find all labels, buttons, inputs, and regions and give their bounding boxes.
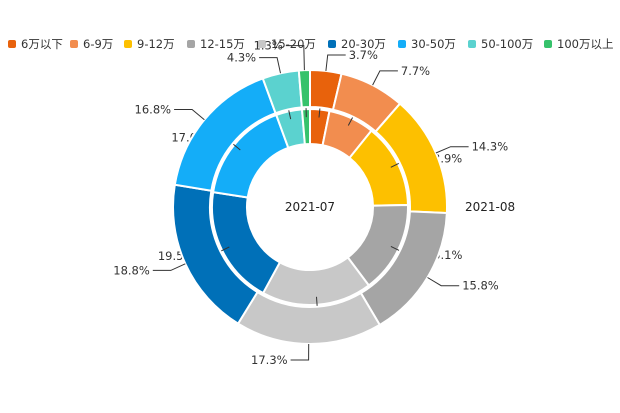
legend-swatch (124, 40, 132, 48)
legend-label: 20-30万 (341, 37, 386, 51)
outer-ring-name: 2021-08 (465, 200, 515, 214)
legend-label: 30-50万 (411, 37, 456, 51)
data-label: 4.3% (227, 51, 256, 65)
data-label: 18.8% (113, 263, 150, 277)
legend-item[interactable]: 12-15万 (187, 36, 245, 52)
label-leader-line (427, 277, 460, 287)
legend-label: 15-20万 (271, 37, 316, 51)
inner-ring-name: 2021-07 (285, 200, 335, 214)
legend-swatch (70, 40, 78, 48)
data-label: 7.7% (401, 64, 430, 78)
legend-label: 9-12万 (137, 37, 175, 51)
legend-swatch (544, 40, 552, 48)
legend-item[interactable]: 100万以上 (544, 36, 613, 52)
legend-item[interactable]: 15-20万 (258, 36, 316, 52)
legend-swatch (187, 40, 195, 48)
data-label: 3.7% (349, 48, 378, 62)
label-leader-line (372, 70, 398, 86)
chart-legend: 6万以下 6-9万 9-12万 12-15万 15-20万 20-30万 30-50万 50-… (0, 36, 620, 52)
data-label: 1.3% (254, 39, 283, 53)
legend-item[interactable]: 9-12万 (124, 36, 175, 52)
donut-slice[interactable] (297, 68, 311, 109)
label-leader-line (435, 146, 469, 154)
legend-label: 12-15万 (200, 37, 245, 51)
legend-label: 6-9万 (83, 37, 114, 51)
legend-item[interactable]: 50-100万 (468, 36, 533, 52)
legend-label: 6万以下 (21, 37, 63, 51)
legend-item[interactable]: 6-9万 (70, 36, 113, 52)
legend-swatch (468, 40, 476, 48)
legend-label: 50-100万 (481, 37, 534, 51)
data-label: 17.3% (251, 353, 288, 367)
legend-swatch (258, 40, 266, 48)
label-leader-line (285, 45, 305, 71)
label-leader-line (290, 343, 310, 361)
legend-swatch (398, 40, 406, 48)
data-label: 15.8% (462, 279, 499, 293)
label-leader-line (325, 54, 346, 71)
label-leader-line (259, 57, 281, 74)
label-leader-line (174, 109, 205, 121)
donut-slice[interactable] (300, 107, 311, 146)
data-label: 14.3% (472, 140, 509, 154)
legend-item[interactable]: 30-50万 (398, 36, 456, 52)
data-label: 16.8% (135, 103, 172, 117)
legend-item[interactable]: 20-30万 (328, 36, 386, 52)
legend-swatch (328, 40, 336, 48)
legend-label: 100万以上 (557, 37, 614, 51)
legend-swatch (8, 40, 16, 48)
label-leader-line (152, 263, 186, 271)
legend-item[interactable]: 6万以下 (8, 36, 63, 52)
